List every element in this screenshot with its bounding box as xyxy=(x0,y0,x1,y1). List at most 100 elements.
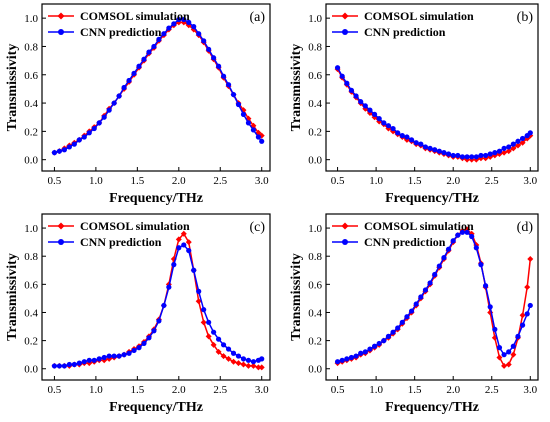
cnn-data-point xyxy=(141,340,147,347)
y-tick-label: 0.8 xyxy=(308,251,322,263)
cnn-data-point xyxy=(339,357,345,363)
cnn-data-point xyxy=(496,345,503,351)
cnn-data-point xyxy=(519,322,526,328)
cnn-data-point xyxy=(441,255,447,261)
comsol-series-line xyxy=(336,68,531,161)
legend-label: COMSOL simulation xyxy=(364,219,474,233)
legend-marker-circle xyxy=(58,239,64,245)
chart-panel: 0.5 1.0 1.5 2.0 2.5 3.00.00.20.40.60.81.0Freq… xyxy=(289,3,539,206)
x-tick-label: 1.5 xyxy=(408,384,422,396)
cnn-data-point xyxy=(186,19,192,25)
cnn-data-point xyxy=(510,343,516,349)
panel-label: (b) xyxy=(517,10,534,25)
cnn-data-point xyxy=(196,288,202,294)
comsol-data-point xyxy=(505,148,512,155)
cnn-data-point xyxy=(376,116,382,122)
cnn-data-point xyxy=(201,38,207,44)
x-tick-label: 1.5 xyxy=(130,175,144,187)
y-tick-label: 0.0 xyxy=(308,364,322,376)
cnn-data-point xyxy=(136,345,142,351)
cnn-data-point xyxy=(459,229,466,235)
comsol-data-point xyxy=(501,362,508,369)
cnn-data-point xyxy=(106,353,112,359)
comsol-data-point xyxy=(505,361,512,368)
cnn-data-point xyxy=(445,151,452,157)
comsol-data-point xyxy=(519,139,526,146)
legend-label: COMSOL simulation xyxy=(364,9,474,23)
cnn-data-point xyxy=(390,329,396,335)
cnn-data-point xyxy=(71,361,77,368)
cnn-data-point xyxy=(506,144,512,150)
cnn-data-point xyxy=(230,91,237,98)
comsol-data-point xyxy=(180,230,187,237)
y-tick-label: 0.4 xyxy=(308,98,322,110)
cnn-data-point xyxy=(450,152,456,159)
cnn-data-point xyxy=(56,148,63,154)
x-tick-label: 1.5 xyxy=(130,384,144,396)
cnn-data-point xyxy=(371,111,378,117)
legend-marker-diamond xyxy=(341,12,349,20)
comsol-data-point xyxy=(514,142,521,149)
y-tick-label: 0.0 xyxy=(24,364,38,376)
cnn-data-point xyxy=(225,82,232,88)
comsol-data-point xyxy=(501,149,508,156)
comsol-data-point xyxy=(519,312,526,319)
y-tick-label: 0.8 xyxy=(308,41,322,53)
x-tick-label: 1.0 xyxy=(369,175,383,187)
cnn-data-point xyxy=(459,154,466,160)
cnn-data-point xyxy=(404,314,410,320)
cnn-data-point xyxy=(61,363,67,369)
x-tick-label: 3.0 xyxy=(523,175,537,187)
legend-label: COMSOL simulation xyxy=(80,9,190,23)
comsol-data-point xyxy=(185,239,192,246)
cnn-data-point xyxy=(96,120,102,126)
cnn-data-point xyxy=(408,308,415,314)
y-axis-label: Transmissivity xyxy=(289,253,304,341)
cnn-data-point xyxy=(161,302,167,309)
x-tick-label: 2.0 xyxy=(172,384,186,396)
cnn-data-point xyxy=(141,56,147,62)
cnn-data-point xyxy=(176,245,182,251)
panel-label: (d) xyxy=(517,220,534,235)
cnn-data-point xyxy=(255,134,261,140)
cnn-data-point xyxy=(436,263,442,269)
cnn-data-point xyxy=(473,245,479,251)
cnn-data-point xyxy=(240,111,247,117)
comsol-data-point xyxy=(235,360,242,367)
cnn-data-point xyxy=(206,319,212,325)
cnn-data-point xyxy=(432,271,438,278)
cnn-data-point xyxy=(385,333,392,339)
cnn-data-point xyxy=(492,150,498,156)
cnn-data-point xyxy=(515,138,521,144)
x-tick-label: 0.5 xyxy=(48,175,62,187)
cnn-data-point xyxy=(519,135,526,142)
comsol-data-point xyxy=(200,319,207,326)
cnn-data-point xyxy=(146,335,152,341)
cnn-data-point xyxy=(445,246,452,252)
y-axis-label: Transmissivity xyxy=(5,44,20,132)
x-tick-label: 2.5 xyxy=(485,384,499,396)
comsol-data-point xyxy=(255,364,262,371)
cnn-data-point xyxy=(171,262,177,268)
cnn-data-point xyxy=(487,151,493,157)
x-tick-label: 2.0 xyxy=(172,175,186,187)
cnn-data-point xyxy=(101,114,107,120)
y-tick-label: 0.6 xyxy=(308,70,322,82)
cnn-data-point xyxy=(381,120,387,126)
legend-marker-diamond xyxy=(57,222,65,230)
y-tick-label: 0.0 xyxy=(24,155,38,167)
comsol-data-point xyxy=(527,256,534,263)
cnn-data-point xyxy=(156,36,162,42)
plot-frame xyxy=(325,3,539,172)
panel-label: (c) xyxy=(249,220,265,235)
y-tick-label: 0.8 xyxy=(24,41,38,53)
panel-label: (a) xyxy=(249,10,265,25)
cnn-data-point xyxy=(151,328,157,334)
cnn-data-point xyxy=(492,326,498,332)
cnn-data-point xyxy=(191,267,197,273)
cnn-data-point xyxy=(422,287,429,293)
cnn-data-point xyxy=(211,329,217,335)
y-tick-label: 0.6 xyxy=(308,279,322,291)
legend-marker-circle xyxy=(342,29,348,35)
